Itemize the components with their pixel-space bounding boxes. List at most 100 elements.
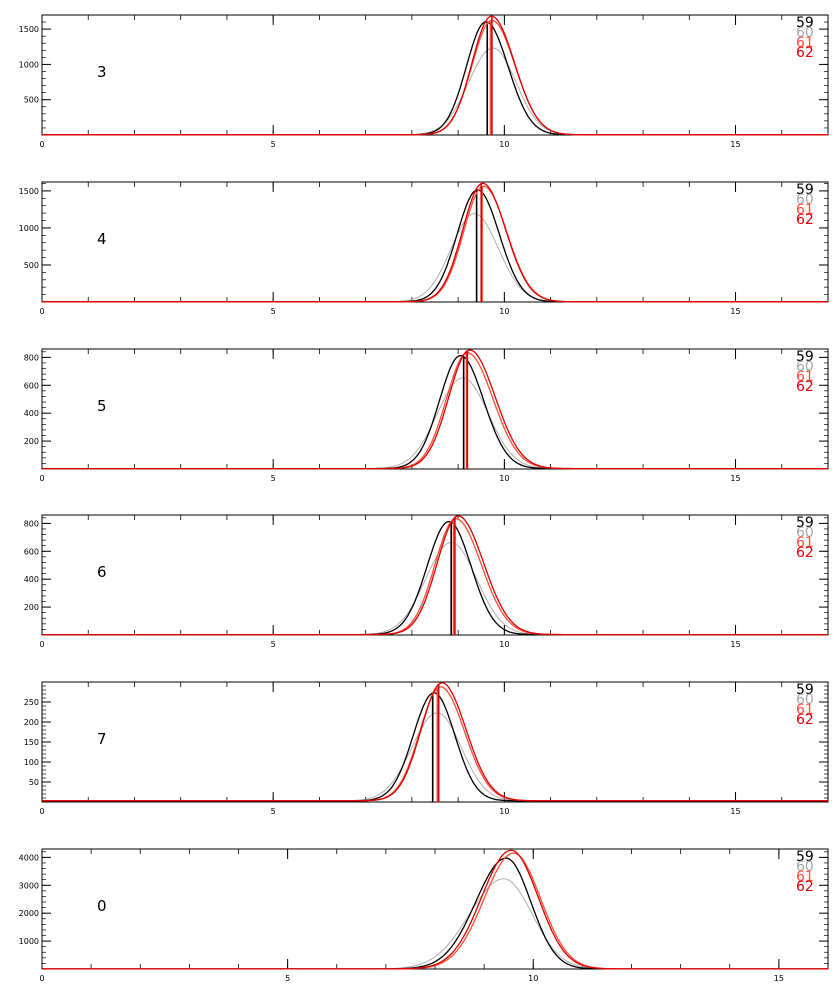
series-line-60 — [42, 542, 828, 636]
x-tick-label: 15 — [730, 640, 740, 649]
legend-entry-61: 61 — [796, 35, 814, 51]
y-tick-label: 400 — [24, 409, 39, 418]
y-tick-label: 800 — [24, 519, 39, 528]
y-tick-label: 4000 — [19, 853, 39, 862]
x-tick-label: 15 — [730, 807, 740, 816]
legend-entry-62: 62 — [796, 545, 814, 561]
legend-entry-60: 60 — [796, 192, 814, 208]
y-tick-label: 3000 — [19, 881, 39, 890]
plot-frame — [41, 348, 829, 470]
legend-entry-60: 60 — [796, 692, 814, 708]
x-tick-label: 5 — [271, 307, 276, 316]
plot-frame — [41, 848, 829, 970]
x-tick-label: 10 — [499, 307, 509, 316]
series-line-60 — [42, 712, 828, 802]
legend-entry-59: 59 — [796, 15, 814, 31]
x-tick-label: 10 — [499, 474, 509, 483]
x-tick-label: 0 — [39, 140, 44, 149]
series-line-59 — [42, 354, 828, 470]
y-tick-label: 600 — [24, 381, 39, 390]
legend-entry-61: 61 — [796, 369, 814, 385]
legend-entry-62: 62 — [796, 379, 814, 395]
panel-label: 6 — [97, 563, 107, 581]
plot-frame — [41, 14, 829, 136]
series-line-59 — [42, 857, 828, 970]
x-tick-label: 5 — [271, 640, 276, 649]
x-tick-label: 0 — [39, 974, 44, 983]
x-tick-label: 15 — [730, 307, 740, 316]
y-tick-label: 1000 — [19, 937, 39, 946]
legend-entry-59: 59 — [796, 349, 814, 365]
y-tick-label: 250 — [24, 698, 39, 707]
panel-label: 4 — [97, 230, 107, 248]
plot-frame — [41, 181, 829, 303]
series-line-60 — [42, 878, 828, 970]
y-tick-label: 1500 — [19, 25, 39, 34]
x-tick-label: 10 — [499, 640, 509, 649]
x-tick-label: 15 — [730, 140, 740, 149]
y-tick-label: 400 — [24, 575, 39, 584]
series-line-61 — [42, 352, 828, 470]
legend-entry-62: 62 — [796, 212, 814, 228]
x-tick-label: 5 — [271, 807, 276, 816]
y-tick-label: 500 — [24, 261, 39, 270]
series-line-62 — [42, 682, 828, 802]
legend-entry-60: 60 — [796, 859, 814, 875]
x-tick-label: 10 — [499, 807, 509, 816]
y-tick-label: 1000 — [19, 224, 39, 233]
series-line-61 — [42, 686, 828, 802]
series-line-61 — [42, 852, 828, 970]
panel-label: 0 — [97, 897, 107, 915]
x-tick-label: 15 — [774, 974, 784, 983]
series-line-62 — [42, 349, 828, 470]
x-tick-label: 10 — [499, 140, 509, 149]
x-tick-label: 5 — [271, 474, 276, 483]
y-tick-label: 100 — [24, 758, 39, 767]
series-line-60 — [42, 377, 828, 470]
y-tick-label: 500 — [24, 96, 39, 105]
legend-entry-61: 61 — [796, 702, 814, 718]
y-tick-label: 2000 — [19, 909, 39, 918]
series-line-61 — [42, 185, 828, 303]
x-tick-label: 0 — [39, 474, 44, 483]
series-line-62 — [42, 15, 828, 136]
series-line-62 — [42, 515, 828, 636]
series-line-59 — [42, 21, 828, 136]
series-line-61 — [42, 19, 828, 136]
x-tick-label: 15 — [730, 474, 740, 483]
y-tick-label: 200 — [24, 437, 39, 446]
legend-entry-59: 59 — [796, 182, 814, 198]
y-tick-label: 200 — [24, 603, 39, 612]
legend-entry-61: 61 — [796, 202, 814, 218]
x-tick-label: 5 — [285, 974, 290, 983]
series-line-61 — [42, 518, 828, 636]
panel-label: 5 — [97, 397, 107, 415]
x-tick-label: 10 — [528, 974, 538, 983]
legend-entry-61: 61 — [796, 869, 814, 885]
y-tick-label: 1500 — [19, 187, 39, 196]
legend-entry-62: 62 — [796, 879, 814, 895]
y-tick-label: 1000 — [19, 60, 39, 69]
series-line-59 — [42, 189, 828, 303]
legend-entry-59: 59 — [796, 849, 814, 865]
panel-label: 7 — [97, 730, 107, 748]
legend-entry-62: 62 — [796, 45, 814, 61]
plot-frame — [41, 681, 829, 803]
series-line-60 — [42, 47, 828, 136]
legend-entry-59: 59 — [796, 515, 814, 531]
legend-entry-61: 61 — [796, 535, 814, 551]
y-tick-label: 150 — [24, 738, 39, 747]
x-tick-label: 5 — [271, 140, 276, 149]
plot-frame — [41, 514, 829, 636]
panel-label: 3 — [97, 63, 107, 81]
y-tick-label: 50 — [29, 778, 39, 787]
legend-entry-60: 60 — [796, 525, 814, 541]
legend-entry-60: 60 — [796, 25, 814, 41]
